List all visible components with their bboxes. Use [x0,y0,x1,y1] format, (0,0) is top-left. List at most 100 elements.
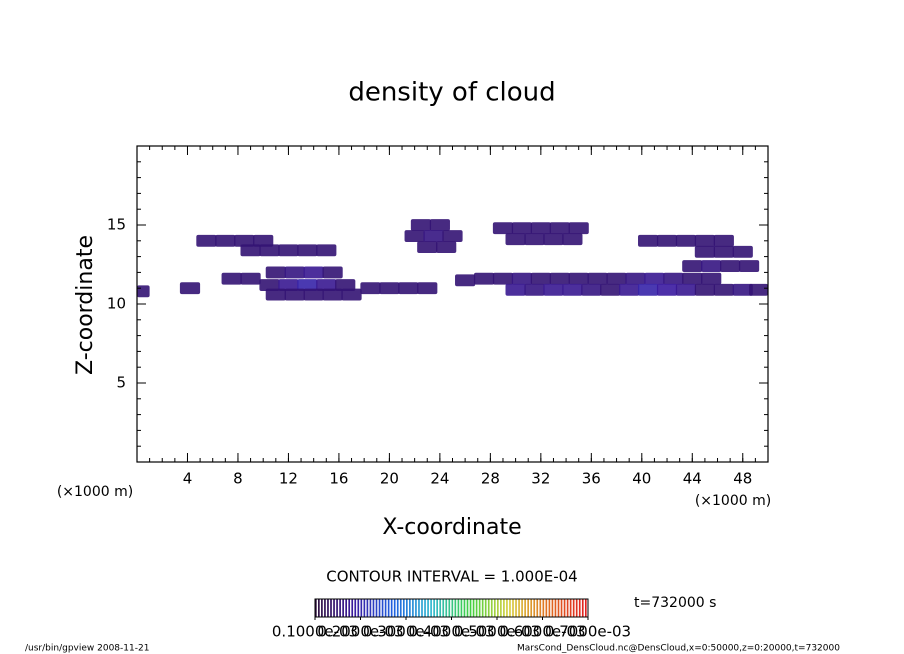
x-tick-label: 28 [481,470,500,488]
colorbar-swatch [384,599,387,617]
colorbar-swatch [536,599,539,617]
y-axis-label: Z-coordinate [73,235,98,375]
cell [713,245,734,258]
cell [530,222,551,235]
colorbar-tick-label: 0.7000e-03 [545,623,631,641]
cell [694,283,715,296]
cell [505,233,526,246]
cell [675,234,697,247]
cell [398,282,419,295]
cell [549,222,570,235]
colorbar-swatch [554,599,557,617]
x-tick-label: 4 [183,470,193,488]
cell [638,283,659,296]
colorbar-swatch [493,599,496,617]
colorbar-swatch [360,599,363,617]
colorbar-swatch [324,599,326,617]
colorbar-swatch [551,599,554,617]
colorbar-swatch [333,599,335,617]
cell [606,272,627,285]
cell [322,266,343,279]
colorbar-tick-label: 0.3000e-03 [363,623,449,641]
colorbar-swatch [548,599,551,617]
colorbar-swatch [321,599,323,617]
cell [568,222,589,235]
footer-right: MarsCond_DensCloud.nc@DensCloud,x=0:5000… [517,644,840,654]
colorbar-swatch [354,599,357,617]
x-tick-label: 36 [582,470,601,488]
chart-title: density of cloud [348,78,555,108]
colorbar-swatch [436,599,439,617]
cell [749,283,768,296]
cell [505,283,526,296]
colorbar-swatch [500,599,502,617]
cell [682,272,703,285]
colorbar-swatch [327,599,329,617]
colorbar-swatch [469,599,472,617]
cell [738,260,760,273]
cell [675,283,697,296]
colorbar-swatch [387,599,390,617]
cell [663,272,684,285]
colorbar-tick-label: 0.2000e-03 [317,623,403,641]
colorbar-swatch [336,599,338,617]
colorbar-tick-label: 0.6000e-03 [499,623,585,641]
x-tick-label: 20 [380,470,399,488]
cell [492,272,514,285]
colorbar-swatch [357,599,360,617]
colorbar-swatch [402,599,405,617]
colorbar-tick-label: 0.1000e-03 [272,623,358,641]
colorbar-swatch [484,599,487,617]
colorbar-swatch [509,599,511,617]
colorbar-swatch [451,599,454,617]
cell [297,279,318,291]
x-tick-label: 32 [531,470,550,488]
colorbar-swatch [578,599,581,617]
cell [423,230,444,242]
cell [701,272,722,285]
colorbar-swatch [454,599,457,617]
cell [524,283,545,296]
cell [253,234,274,247]
colorbar-swatch [390,599,393,617]
colorbar-swatch [542,599,545,617]
cell [215,234,236,247]
cell [417,241,438,254]
colorbar-swatch [406,599,408,617]
x-tick-label: 12 [279,470,298,488]
cell [455,274,476,287]
cell [221,272,242,285]
colorbar-swatch [539,599,542,617]
cell [568,272,589,285]
colorbar-swatch [557,599,560,617]
colorbar-swatch [497,599,499,617]
cell [360,282,381,295]
y-unit: (×1000 m) [57,484,133,500]
plot-frame [136,145,769,463]
cell [732,245,753,258]
cell [587,272,608,285]
cell [473,272,495,285]
colorbar-swatch [506,599,508,617]
colorbar-swatch [427,599,429,617]
time-label: t=732000 s [634,595,716,611]
colorbar-tick-label: 0.4000e-03 [408,623,494,641]
cell [137,285,150,298]
cell [316,244,337,257]
cell [511,272,533,285]
cell [410,219,432,231]
colorbar-swatch [460,599,463,617]
colorbar-swatch [475,599,478,617]
cell [625,272,646,285]
colorbar-swatch [375,599,378,617]
colorbar-swatch [421,599,423,617]
cell [265,266,286,279]
cell [562,283,583,296]
colorbar-swatch [463,599,466,617]
cell [619,283,640,296]
x-tick-label: 40 [632,470,651,488]
cell [656,283,678,296]
cell [638,234,659,247]
cell [234,234,255,247]
